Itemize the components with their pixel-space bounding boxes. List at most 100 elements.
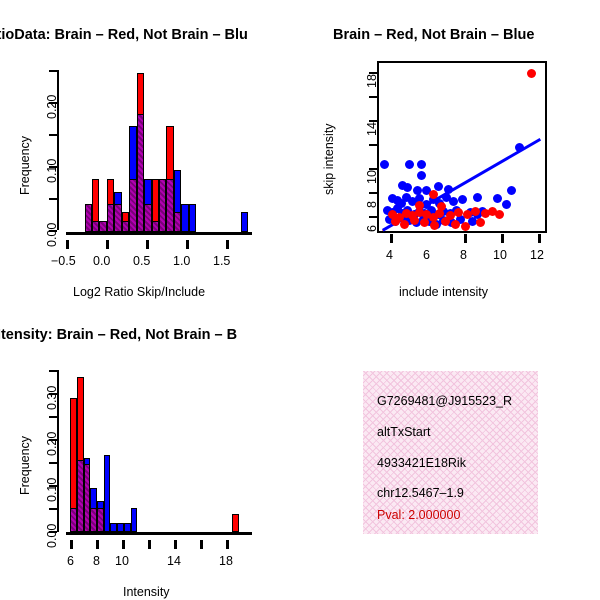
scatter-point [388,193,398,203]
scatter-x-ticklabel: 12 [530,248,544,262]
histogram-bar-overlap [129,179,137,232]
scatter-x-ticklabel: 10 [493,248,507,262]
scatter-point [384,214,394,224]
scatter-x-tick [538,234,541,243]
ratio-y-tick [49,134,57,136]
scatter-point [445,211,455,221]
intensity-x-ticklabel: 10 [115,554,129,568]
scatter-y-ticklabel: 10 [365,170,379,184]
scatter-point [428,190,438,200]
scatter-point [430,220,440,230]
scatter-point [472,192,482,202]
histogram-bar [110,523,118,532]
intensity-x-ticklabel: 6 [67,554,74,568]
scatter-point [393,204,403,214]
ratio-x-ticklabel: 1.0 [173,254,191,268]
intensity-x-tick [200,540,203,549]
ratio-y-tick [49,102,57,104]
info-pval: Pval: 2.000000 [377,508,461,522]
scatter-point [415,200,425,210]
intensity-y-ticklabel: 0.00 [45,523,59,548]
histogram-bar [231,514,239,532]
intensity-x-tick [70,540,73,549]
infobox-right-mask [538,371,600,534]
histogram-bar-overlap [121,220,130,232]
histogram-bar-overlap [83,464,91,532]
ratio-x-tick [106,240,109,249]
scatter-xlabel: include intensity [399,285,488,299]
intensity-y-tick [49,370,57,372]
scatter-point [428,212,438,222]
scatter-point [398,181,408,190]
ratio-x-ticklabel: −0.5 [51,254,76,268]
ratio-x-tick [146,240,149,249]
scatter-point [526,69,536,78]
scatter-title: Brain – Red, Not Brain – Blue [333,27,535,43]
ratio-x-tick [66,240,69,249]
ratio-histogram-yaxis [57,70,59,230]
histogram-bar-overlap [70,507,77,532]
ratio-histogram-xaxis [66,232,252,235]
scatter-x-tick [501,234,504,243]
scatter-point [408,211,418,221]
scatter-y-tick [369,168,377,170]
histogram-bar-overlap [144,203,152,232]
scatter-y-ticklabel: 18 [365,74,379,88]
scatter-point [391,217,401,227]
ratio-x-tick [186,240,189,249]
scatter-point [416,160,426,169]
scatter-point [467,217,477,227]
histogram-bar-overlap [84,203,93,232]
ratio-y-tick [49,166,57,168]
scatter-point [442,192,452,202]
histogram-bar [123,523,131,532]
ratio-x-ticklabel: 0.5 [133,254,151,268]
ratio-x-ticklabel: 0.0 [93,254,111,268]
scatter-point [462,210,472,220]
ratio-y-ticklabel: 0.00 [45,222,59,247]
histogram-bar-overlap [114,203,122,232]
scatter-point [404,160,414,169]
scatter-point [413,185,423,195]
intensity-x-tick [122,540,125,549]
intensity-histogram-xlabel: Intensity [123,585,170,599]
info-gene-name: 4933421E18Rik [377,456,466,470]
scatter-point [501,199,511,209]
histogram-bar-overlap [92,220,100,232]
scatter-point [428,195,438,204]
intensity-y-tick [49,393,57,395]
histogram-bar [117,523,124,532]
ratio-histogram-xlabel: Log2 Ratio Skip/Include [73,285,206,299]
scatter-point [415,193,425,203]
scatter-y-tick [369,192,377,194]
ratio-histogram-ylabel: Frequency [18,135,32,195]
scatter-point [515,142,525,152]
histogram-bar-overlap [151,220,159,232]
intensity-y-tick [49,508,57,510]
scatter-point [410,216,420,225]
histogram-bar-overlap [173,212,182,232]
intensity-histogram-title: ne Itensity: Brain – Red, Not Brain – B [0,327,238,343]
scatter-y-tick [369,120,377,122]
intensity-y-ticklabel: 0.20 [45,431,59,456]
ratio-y-ticklabel: 0.20 [45,94,59,119]
scatter-point [450,219,460,229]
scatter-y-ticklabel: 8 [365,201,379,208]
intensity-x-tick [96,540,99,549]
scatter-x-ticklabel: 6 [423,248,430,262]
intensity-y-ticklabel: 0.10 [45,477,59,502]
intensity-y-tick [49,531,57,533]
intensity-x-tick [148,540,151,549]
scatter-point [399,219,409,229]
scatter-point [416,170,426,180]
histogram-bar-overlap [99,220,107,232]
scatter-x-ticklabel: 8 [460,248,467,262]
histogram-bar-overlap [97,507,104,532]
scatter-point [425,217,435,227]
scatter-point [382,205,392,215]
ratio-y-tick [49,198,57,200]
intensity-histogram-yaxis [57,370,59,532]
scatter-point [427,205,436,215]
ratio-y-tick [49,70,57,72]
intensity-x-tick [174,540,177,549]
